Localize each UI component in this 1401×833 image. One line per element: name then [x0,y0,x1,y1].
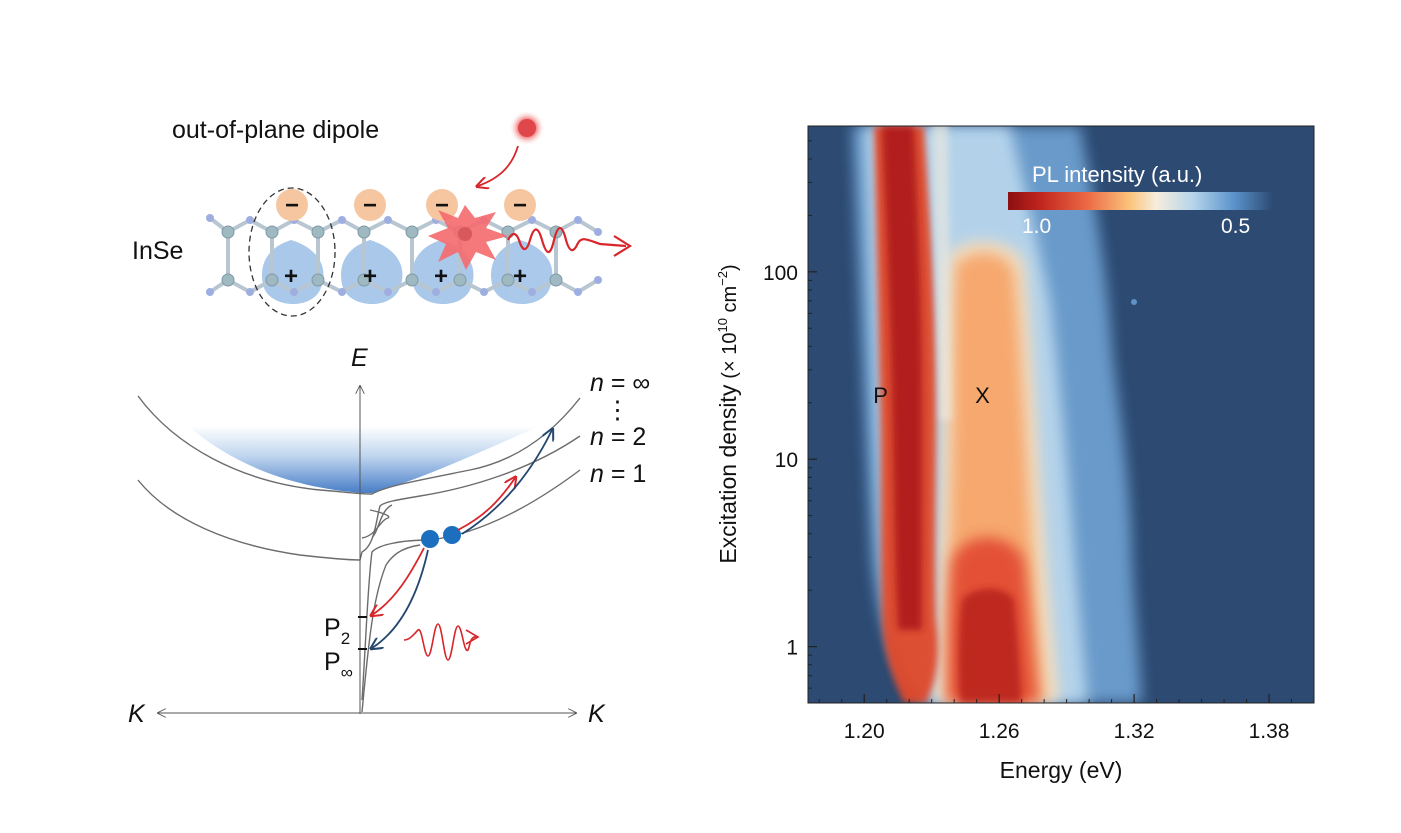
upscatter-blue-arrow [461,430,552,535]
upscatter-red-arrow [457,478,515,531]
level-p2-label: P2 [324,614,350,648]
minus-signs: − − − − [285,192,527,219]
emission-arrowhead [613,235,633,257]
svg-text:+: + [513,263,527,290]
k-right-label: K [588,700,606,728]
peak-label-x: X [975,383,990,408]
photon-incoming-arrow [478,145,519,186]
band-label-2: n = 2 [590,423,646,451]
level-pinf-label: P∞ [324,648,353,682]
relax-red-arrow [372,547,425,615]
colorbar-low-label: 0.5 [1221,215,1250,238]
y-tick-label: 100 [763,262,798,285]
y-tick-label: 1 [786,637,798,660]
peak-label-p: P [873,383,888,408]
band-labels: n = ∞ ⋮ n = 2 n = 1 [590,369,650,488]
svg-text:+: + [284,263,298,290]
x-tick-label: 1.26 [979,720,1020,743]
band-label-1: n = 1 [590,460,646,488]
dipole-title: out-of-plane dipole [172,116,379,144]
continuum-fill [188,426,540,493]
pl-emission-wave-icon [403,623,477,661]
colorbar-high-label: 1.0 [1022,215,1051,238]
x-axis-label: Energy (eV) [1000,757,1123,783]
speck [1131,299,1137,305]
svg-text:−: − [513,192,527,219]
dipole-ellipse [248,187,336,317]
y-tick-label: 10 [775,449,798,472]
energy-axis-label: E [351,344,368,372]
band-curves [137,395,581,713]
exciton-dot-1 [421,530,439,548]
y-axis-label: Excitation density(× 1010 cm−2) [715,264,741,563]
colorbar [1008,192,1273,210]
inse-lattice-schematic: out-of-plane dipole InSe [132,110,633,317]
svg-text:−: − [363,192,377,219]
band-diagram: E K K n = ∞ ⋮ n = 2 n = 1 P2 P∞ [128,344,650,728]
pl-heatmap-chart: P X PL intensity (a.u.) 1.0 0.5 1.20 1.26… [715,125,1315,783]
p-band-core [882,126,922,630]
electrons [276,189,536,221]
x-tick-label: 1.32 [1114,720,1155,743]
material-label: InSe [132,237,183,265]
x-band-core [958,588,1022,703]
excited-atom [458,227,472,241]
y-axis-ticks: 1 10 100 [763,125,817,704]
x-tick-label: 1.20 [844,720,885,743]
exciton-dot-2 [443,526,461,544]
svg-text:+: + [434,263,448,290]
colorbar-title: PL intensity (a.u.) [1032,162,1202,187]
svg-text:+: + [363,263,377,290]
photon-icon [518,119,536,137]
svg-text:−: − [285,192,299,219]
band-ellipsis: ⋮ [605,396,630,424]
svg-text:−: − [435,192,449,219]
x-tick-label: 1.38 [1249,720,1290,743]
pl-emission-arrowhead [465,629,480,645]
band-label-inf: n = ∞ [590,369,650,397]
emission-wave-icon [507,226,627,254]
x-axis-ticks: 1.20 1.26 1.32 1.38 [818,694,1293,743]
heatmap-intensity [852,126,1142,703]
relax-blue-arrow [372,549,429,648]
plus-signs: + + + + [284,263,527,290]
k-left-label: K [128,700,146,728]
p-x-gap [932,126,952,420]
plot-frame [807,125,1315,704]
